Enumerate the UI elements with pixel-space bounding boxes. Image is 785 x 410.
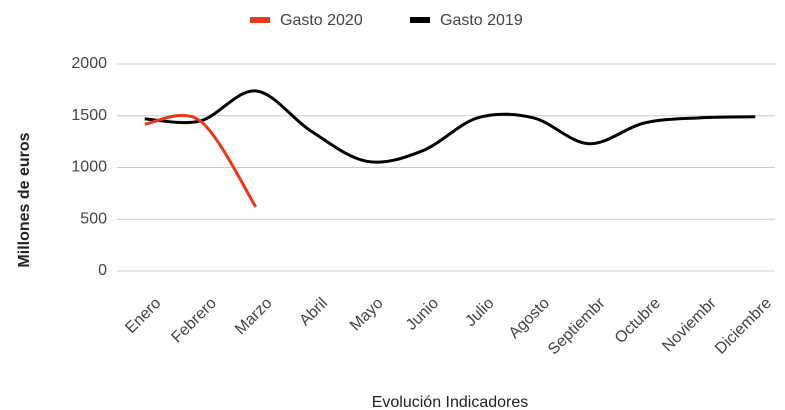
x-tick-label: Enero <box>122 295 164 337</box>
x-tick-label: Agosto <box>506 295 553 342</box>
x-tick-label: Abril <box>296 295 331 330</box>
legend-label: Gasto 2020 <box>280 12 363 29</box>
line-series <box>144 113 258 208</box>
x-tick-label: Junio <box>403 295 442 334</box>
legend-swatch <box>410 17 430 23</box>
y-tick-label: 2000 <box>71 55 107 72</box>
y-tick-label: 500 <box>80 210 107 227</box>
y-tick-label: 1500 <box>71 107 107 124</box>
x-tick-label: Mayo <box>347 295 387 335</box>
x-tick-label: Noviembr <box>659 294 720 355</box>
x-axis-title: Evolución Indicadores <box>372 394 529 410</box>
y-axis-title: Millones de euros <box>16 132 33 267</box>
x-tick-label: Marzo <box>232 295 276 339</box>
line-series <box>144 89 756 164</box>
legend-swatch <box>250 17 270 23</box>
x-tick-label: Diciembre <box>712 295 775 358</box>
x-tick-label: Septiembr <box>545 294 609 358</box>
y-tick-label: 0 <box>98 262 107 279</box>
x-tick-label: Octubre <box>612 295 664 347</box>
x-tick-label: Febrero <box>168 295 220 347</box>
y-tick-label: 1000 <box>71 159 107 176</box>
x-tick-label: Julio <box>462 295 497 330</box>
legend-label: Gasto 2019 <box>440 12 523 29</box>
